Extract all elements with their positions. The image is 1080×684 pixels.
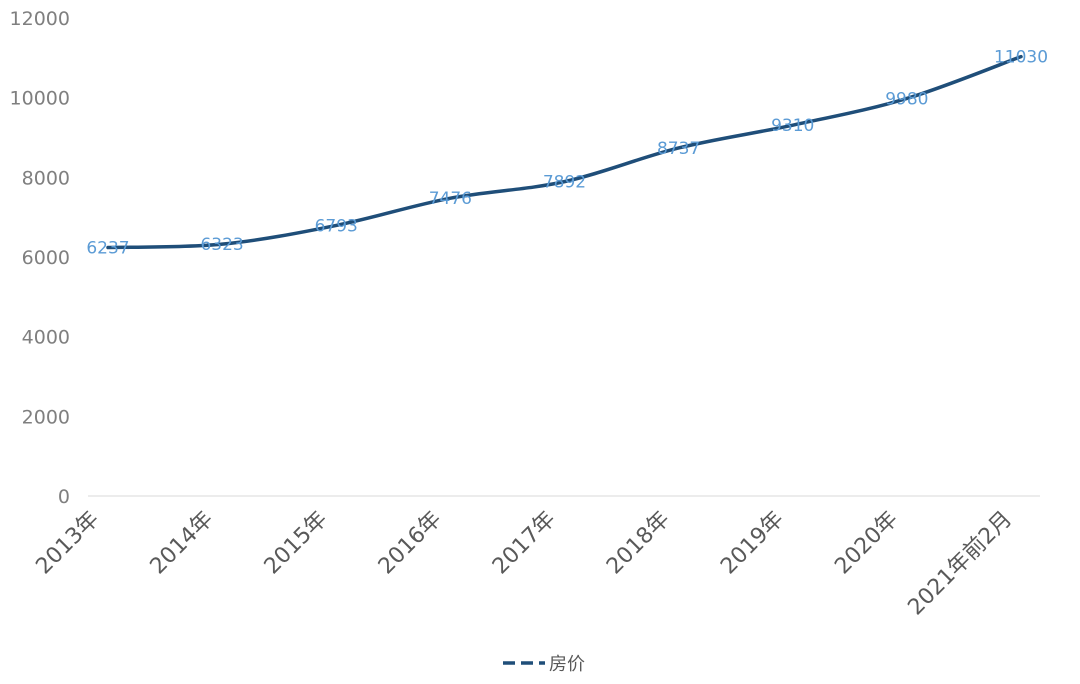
y-tick-label: 2000 bbox=[22, 406, 70, 428]
data-label: 6237 bbox=[86, 239, 129, 259]
x-tick-label: 2016年 bbox=[374, 507, 447, 580]
data-label: 9980 bbox=[885, 89, 928, 109]
y-tick-label: 0 bbox=[58, 486, 70, 508]
data-label: 7476 bbox=[429, 189, 472, 209]
series-line-房价 bbox=[106, 54, 1023, 250]
x-tick-label: 2019年 bbox=[716, 507, 789, 580]
data-label: 6323 bbox=[200, 235, 243, 255]
y-tick-label: 4000 bbox=[22, 327, 70, 349]
y-tick-label: 8000 bbox=[22, 167, 70, 189]
y-tick-label: 6000 bbox=[22, 247, 70, 269]
x-tick-label: 2018年 bbox=[602, 507, 675, 580]
x-tick-label: 2021年前2月 bbox=[903, 507, 1017, 621]
legend-label: 房价 bbox=[549, 654, 585, 675]
data-labels: 6237 6323 6793 7476 7892 8737 9310 9980 11030 bbox=[86, 48, 1048, 259]
x-tick-label: 2014年 bbox=[146, 507, 219, 580]
data-label: 11030 bbox=[994, 48, 1048, 68]
data-label: 9310 bbox=[771, 116, 814, 136]
legend: 房价 bbox=[503, 654, 585, 675]
y-tick-label: 10000 bbox=[10, 88, 70, 110]
data-label: 8737 bbox=[657, 139, 700, 159]
x-tick-label: 2020年 bbox=[830, 507, 903, 580]
x-axis: 2013年 2014年 2015年 2016年 2017年 2018年 2019年 2020年… bbox=[31, 507, 1017, 621]
y-tick-label: 12000 bbox=[10, 8, 70, 30]
y-axis: 0 2000 4000 6000 8000 10000 12000 bbox=[10, 8, 70, 508]
x-tick-label: 2013年 bbox=[31, 507, 104, 580]
x-tick-label: 2017年 bbox=[488, 507, 561, 580]
x-tick-label: 2015年 bbox=[260, 507, 333, 580]
data-label: 6793 bbox=[315, 216, 358, 236]
data-label: 7892 bbox=[543, 173, 586, 193]
